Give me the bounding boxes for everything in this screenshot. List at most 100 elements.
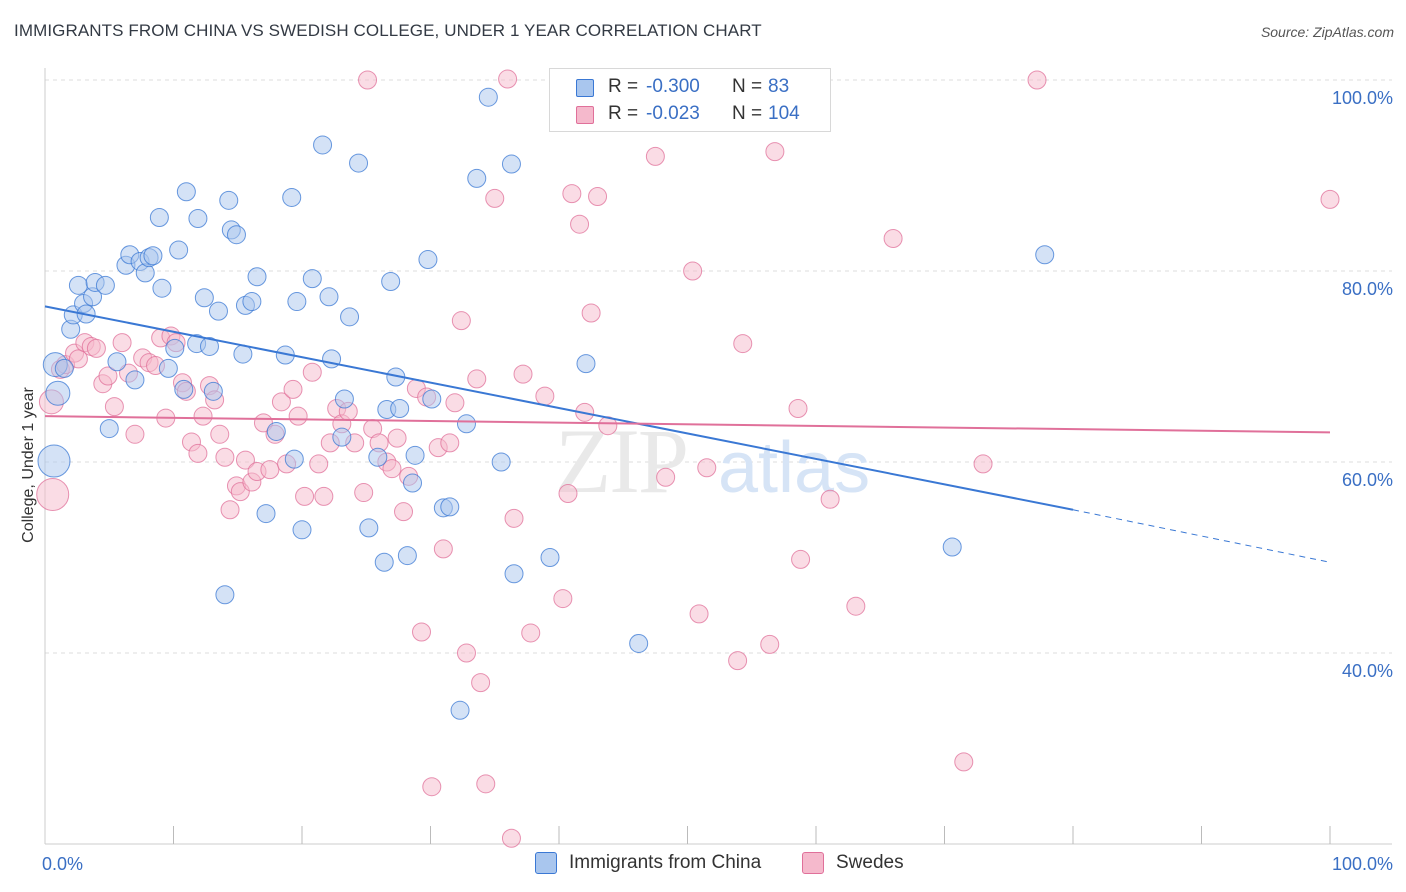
swedes-point <box>656 467 676 487</box>
bottom-legend-label-swedes: Swedes <box>836 852 904 873</box>
legend-r-value-swedes: -0.023 <box>646 103 700 124</box>
legend-swatch-china <box>576 79 594 97</box>
swedes-point <box>765 142 785 162</box>
swedes-point <box>210 424 230 444</box>
china-point <box>54 358 74 378</box>
china-point <box>332 427 352 447</box>
swedes-point <box>846 596 866 616</box>
y-tick-label: 80.0% <box>1342 279 1393 299</box>
legend-n-value-china: 83 <box>768 76 790 97</box>
swedes-point <box>382 459 402 479</box>
y-tick-label: 40.0% <box>1342 661 1393 681</box>
china-point <box>194 288 214 308</box>
china-point <box>174 379 194 399</box>
bottom-legend: Immigrants from China Swedes <box>0 852 1406 878</box>
swedes-point <box>235 450 255 470</box>
swedes-point <box>445 393 465 413</box>
y-tick-label: 100.0% <box>1332 88 1393 108</box>
swedes-point <box>288 406 308 426</box>
china-point <box>368 447 388 467</box>
china-point <box>284 449 304 469</box>
swedes-point <box>68 349 88 369</box>
china-point <box>256 504 276 524</box>
china-point <box>540 548 560 567</box>
series-swedes-points <box>36 69 1340 848</box>
china-point <box>215 585 235 605</box>
legend-swatch-swedes <box>576 106 594 124</box>
china-point <box>319 287 339 307</box>
bottom-legend-china: Immigrants from China <box>535 852 761 874</box>
china-point <box>397 546 417 566</box>
swedes-point <box>788 399 808 419</box>
swedes-point <box>501 828 521 848</box>
china-point <box>158 358 178 378</box>
china-point <box>152 278 172 298</box>
swedes-point <box>498 69 518 89</box>
swedes-point <box>588 187 608 207</box>
swedes-point <box>314 486 334 506</box>
swedes-point <box>581 303 601 323</box>
china-point <box>233 344 253 364</box>
china-point <box>340 307 360 327</box>
trend-lines <box>44 305 1331 563</box>
swedes-point <box>220 500 240 520</box>
china-point <box>107 352 127 372</box>
china-point <box>942 537 962 557</box>
china-point <box>169 240 189 260</box>
swedes-point <box>98 366 118 386</box>
swedes-point <box>689 604 709 624</box>
china-point <box>381 272 401 292</box>
swedes-point <box>86 338 106 358</box>
swedes-point <box>295 486 315 506</box>
swedes-point <box>440 433 460 453</box>
swedes-point <box>188 443 208 463</box>
swedes-point <box>433 539 453 559</box>
china-point <box>374 552 394 572</box>
swedes-point <box>125 424 145 444</box>
swedes-point <box>504 508 524 528</box>
legend-r-label: R = <box>608 76 639 97</box>
swedes-point <box>354 483 374 503</box>
trend-line-swedes <box>44 415 1331 434</box>
china-point <box>629 633 649 653</box>
swedes-point <box>791 549 811 569</box>
legend-r-value-china: -0.300 <box>646 76 700 97</box>
swedes-point <box>193 406 213 426</box>
trend-line-china-extension <box>1072 509 1331 563</box>
china-point <box>165 338 185 358</box>
swedes-point <box>387 428 407 448</box>
china-point <box>199 336 219 356</box>
swedes-point <box>104 397 124 417</box>
bottom-legend-swatch-china <box>535 852 557 874</box>
bottom-legend-label-china: Immigrants from China <box>569 852 762 873</box>
x-tick-label: 0.0% <box>42 854 83 874</box>
china-point <box>247 267 267 287</box>
china-point <box>203 381 223 401</box>
swedes-point <box>36 477 70 511</box>
legend: R = -0.300 N = 83 R = -0.023 N = 104 <box>549 68 831 132</box>
china-point <box>504 564 524 584</box>
watermark-atlas: atlas <box>718 428 870 508</box>
swedes-point <box>422 777 442 797</box>
china-point <box>349 153 369 173</box>
swedes-point <box>513 364 533 384</box>
swedes-point <box>562 184 582 204</box>
swedes-point <box>697 458 717 478</box>
china-point <box>99 419 119 439</box>
swedes-point <box>733 334 753 354</box>
china-point <box>440 497 460 517</box>
trend-line-china <box>44 305 1074 511</box>
china-point <box>125 370 145 390</box>
swedes-point <box>1027 70 1047 90</box>
y-tick-label: 60.0% <box>1342 470 1393 490</box>
china-point <box>501 154 521 174</box>
swedes-point <box>553 589 573 609</box>
swedes-point <box>683 261 703 281</box>
china-point <box>359 518 379 538</box>
swedes-point <box>271 392 291 412</box>
swedes-point <box>954 752 974 772</box>
legend-n-label: N = <box>732 76 763 97</box>
china-point <box>405 445 425 465</box>
grid-lines <box>45 79 1392 654</box>
